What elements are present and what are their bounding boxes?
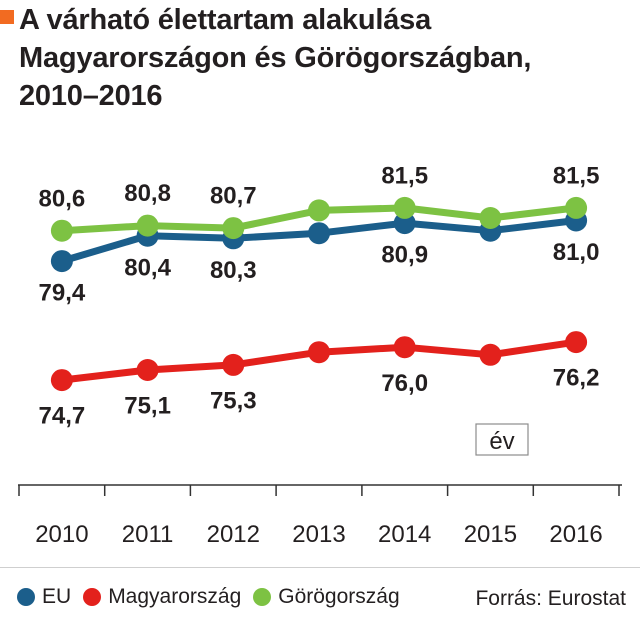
data-point-eu-2013 bbox=[308, 222, 330, 245]
x-tick-label-2015: 2015 bbox=[464, 521, 517, 548]
data-point-gorogorszag-2014 bbox=[393, 196, 416, 219]
data-label-magyarorszag-2011: 75,1 bbox=[124, 393, 171, 420]
data-point-magyarorszag-2016 bbox=[565, 331, 588, 354]
legend-item-magyarorszag: Magyarország bbox=[83, 585, 241, 609]
x-tick-label-2010: 2010 bbox=[35, 521, 88, 548]
data-point-gorogorszag-2012 bbox=[222, 217, 245, 240]
legend-label-gorogorszag: Görögország bbox=[278, 585, 400, 608]
x-tick-label-2012: 2012 bbox=[207, 521, 260, 548]
data-label-eu-2010: 79,4 bbox=[39, 280, 86, 307]
data-label-gorogorszag-2014: 81,5 bbox=[381, 163, 428, 190]
data-label-magyarorszag-2010: 74,7 bbox=[39, 403, 86, 430]
data-label-magyarorszag-2012: 75,3 bbox=[210, 388, 257, 415]
chart-title: A várható élettartam alakulása Magyarors… bbox=[19, 4, 532, 112]
data-label-gorogorszag-2010: 80,6 bbox=[39, 185, 86, 212]
data-point-eu-2010 bbox=[50, 250, 73, 273]
unit-box-frame bbox=[475, 423, 529, 456]
data-point-magyarorszag-2010 bbox=[50, 369, 73, 392]
data-point-gorogorszag-2013 bbox=[308, 199, 330, 222]
data-point-gorogorszag-2011 bbox=[136, 214, 159, 237]
legend-swatch-magyarorszag bbox=[83, 588, 102, 606]
data-label-gorogorszag-2012: 80,7 bbox=[210, 183, 257, 210]
data-point-magyarorszag-2012 bbox=[222, 353, 245, 376]
chart-plot: 2010 2011 2012 2013 2014 2015 2016 79,4 80,4 80,… bbox=[18, 163, 622, 548]
data-point-gorogorszag-2010 bbox=[50, 219, 73, 242]
legend: EU Magyarország Görögország bbox=[17, 585, 412, 609]
x-tick-label-2014: 2014 bbox=[378, 521, 431, 548]
series-gorogorszag bbox=[50, 196, 588, 242]
data-label-eu-2012: 80,3 bbox=[210, 257, 257, 284]
legend-label-magyarorszag: Magyarország bbox=[108, 585, 242, 608]
legend-item-eu: EU bbox=[17, 585, 71, 609]
data-labels: 79,4 80,4 80,3 80,9 81,0 74,7 75,1 75,3 76,0 76,2… bbox=[39, 163, 600, 430]
legend-label-eu: EU bbox=[42, 585, 72, 608]
data-label-eu-2014: 80,9 bbox=[381, 242, 428, 269]
data-point-gorogorszag-2016 bbox=[565, 196, 588, 219]
legend-item-gorogorszag: Görögország bbox=[253, 585, 400, 609]
data-label-magyarorszag-2014: 76,0 bbox=[381, 370, 428, 397]
data-point-magyarorszag-2014 bbox=[393, 336, 416, 359]
data-point-magyarorszag-2011 bbox=[136, 359, 159, 381]
source-note: Forrás: Eurostat bbox=[475, 587, 626, 610]
legend-swatch-eu bbox=[17, 588, 35, 606]
legend-divider bbox=[0, 567, 640, 568]
title-accent-marker bbox=[0, 10, 14, 24]
data-point-magyarorszag-2013 bbox=[308, 341, 330, 364]
x-axis-unit-label: év bbox=[489, 428, 514, 455]
legend-swatch-gorogorszag bbox=[253, 588, 272, 606]
data-label-eu-2016: 81,0 bbox=[553, 239, 600, 266]
series-magyarorszag bbox=[50, 331, 588, 392]
data-point-gorogorszag-2015 bbox=[479, 207, 502, 229]
x-axis-unit-box: év bbox=[475, 423, 529, 456]
x-tick-label-2013: 2013 bbox=[292, 521, 345, 548]
data-label-eu-2011: 80,4 bbox=[124, 254, 171, 281]
data-point-magyarorszag-2015 bbox=[479, 343, 502, 366]
data-label-gorogorszag-2016: 81,5 bbox=[553, 163, 600, 190]
x-tick-label-2011: 2011 bbox=[122, 521, 174, 548]
data-point-eu-2014 bbox=[393, 212, 416, 235]
data-label-gorogorszag-2011: 80,8 bbox=[124, 180, 171, 207]
series-layer bbox=[50, 196, 588, 392]
data-label-magyarorszag-2016: 76,2 bbox=[553, 365, 600, 392]
x-tick-label-2016: 2016 bbox=[549, 521, 602, 548]
x-axis: 2010 2011 2012 2013 2014 2015 2016 bbox=[18, 484, 622, 548]
